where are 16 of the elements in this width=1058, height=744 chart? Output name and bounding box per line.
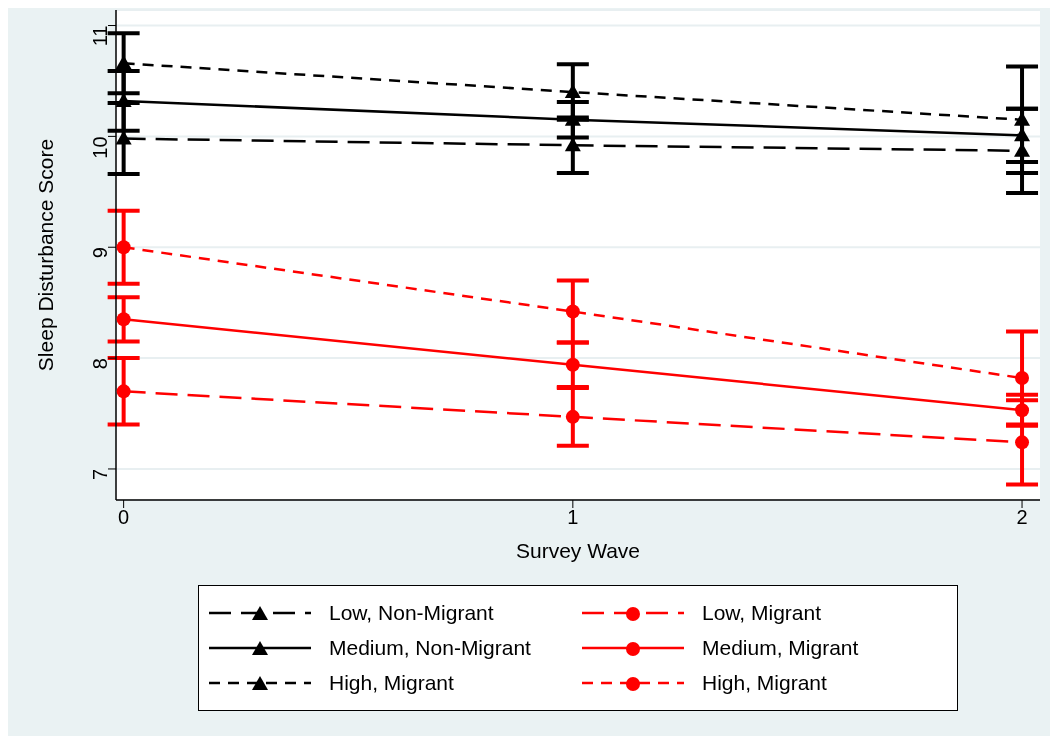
x-tick-label: 0 <box>118 506 130 529</box>
legend-label: Medium, Migrant <box>702 635 859 660</box>
legend-label: High, Migrant <box>329 670 454 695</box>
y-tick-label: 11 <box>89 25 112 47</box>
y-tick-label: 7 <box>89 468 112 481</box>
legend-label: Low, Non-Migrant <box>329 601 494 626</box>
x-tick-label: 2 <box>1016 506 1028 529</box>
legend-label: High, Migrant <box>702 670 827 695</box>
y-tick-label: 10 <box>89 136 112 159</box>
y-tick-label: 8 <box>89 358 112 370</box>
legend-label: Low, Migrant <box>702 601 822 626</box>
y-axis-title: Sleep Disturbance Score <box>34 138 58 372</box>
x-axis-title: Survey Wave <box>515 539 641 562</box>
legend-label: Medium, Non-Migrant <box>329 635 531 660</box>
x-tick-label: 1 <box>567 506 579 529</box>
y-tick-label: 9 <box>89 247 112 259</box>
